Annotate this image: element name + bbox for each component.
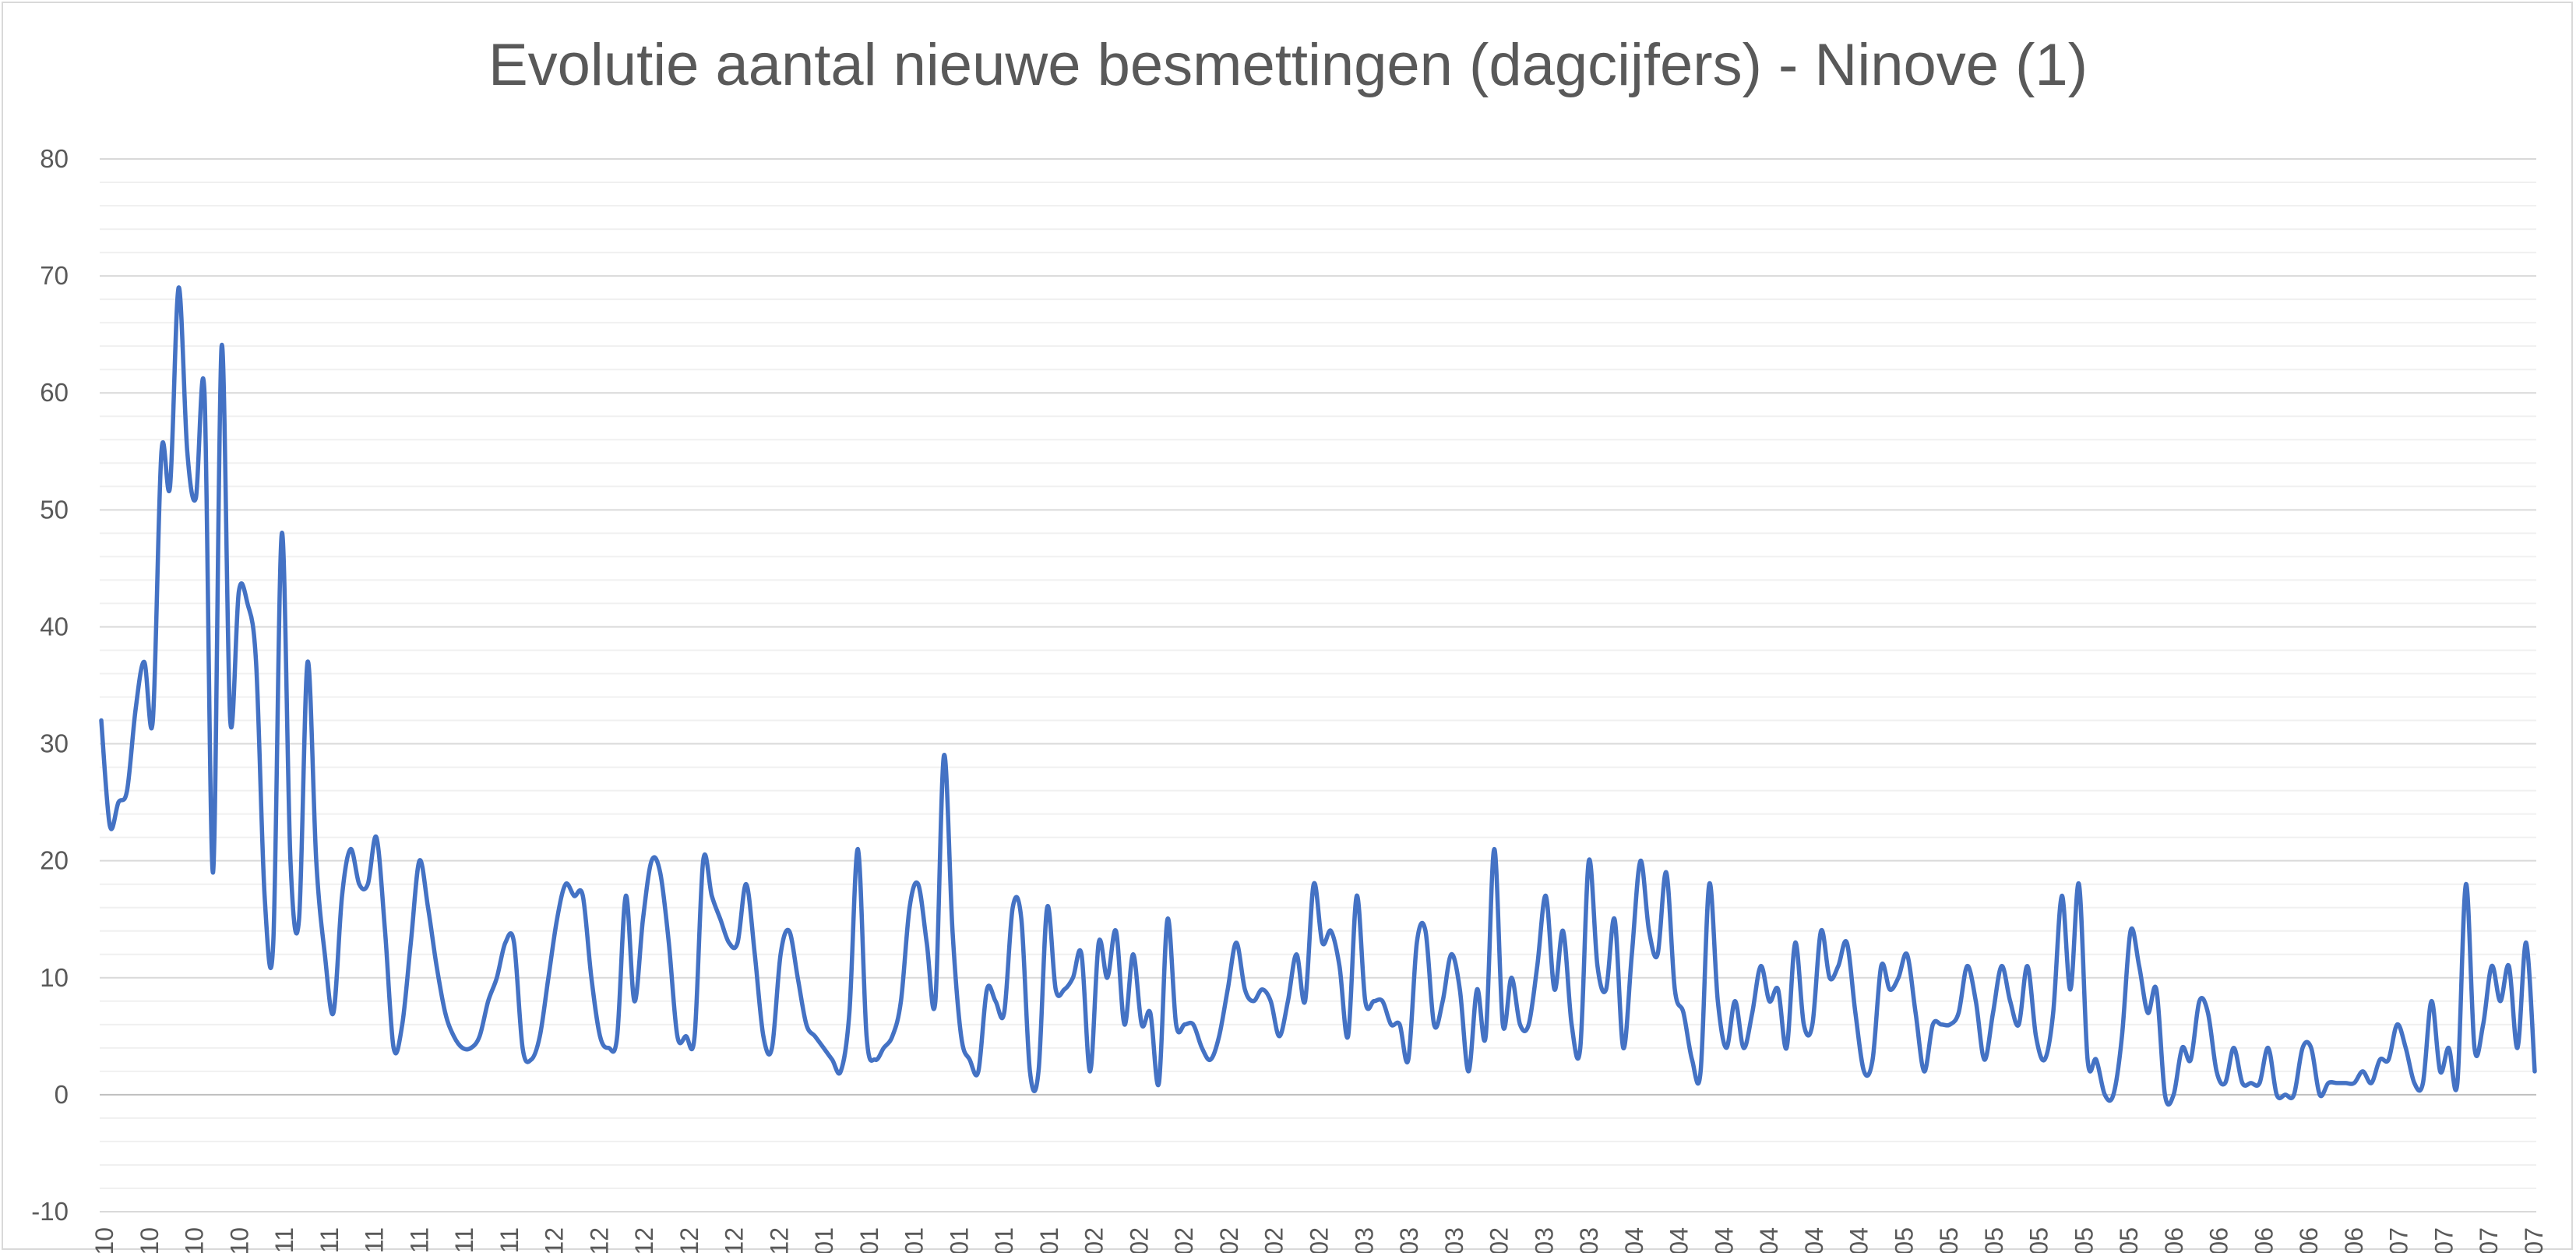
x-tick-label: 29/11 <box>495 1227 523 1253</box>
x-tick-label: 09/07 <box>2430 1227 2458 1253</box>
x-tick-label: 04/11 <box>270 1227 298 1253</box>
x-tick-label: 19/06 <box>2295 1227 2323 1253</box>
x-tick-label: 16/07 <box>2475 1227 2503 1253</box>
x-tick-label: 19/12 <box>675 1227 703 1253</box>
x-tick-label: 18/01 <box>945 1227 973 1253</box>
x-tick-label: 17/02 <box>1215 1227 1243 1253</box>
x-tick-label: 25/03 <box>1530 1227 1558 1253</box>
series-layer <box>99 285 2537 1107</box>
x-tick-label: 23/01 <box>990 1227 1018 1253</box>
x-tick-label: 08/01 <box>855 1227 883 1253</box>
x-tick-label: 03/01 <box>810 1227 838 1253</box>
x-tick-label: 19/11 <box>405 1227 433 1253</box>
x-tick-label: 24/06 <box>2340 1227 2368 1253</box>
x-tick-label: 04/03 <box>1350 1227 1378 1253</box>
x-tick-label: 12/02 <box>1170 1227 1198 1253</box>
x-tick-label: 15/10 <box>90 1227 118 1253</box>
series-line <box>99 285 2537 1107</box>
x-tick-label: 14/11 <box>361 1227 389 1253</box>
x-tick-label: 10/05 <box>1935 1227 1963 1253</box>
x-tick-label: 07/02 <box>1125 1227 1153 1253</box>
x-tick-label: 04/12 <box>541 1227 569 1253</box>
y-tick-label: 40 <box>40 612 69 641</box>
x-axis-tick-labels: 15/10 20/10 25/10 30/10 04/11 09/11 14/11 19/11… <box>90 1227 2548 1253</box>
x-tick-label: 30/05 <box>2115 1227 2143 1253</box>
x-tick-label: 25/05 <box>2070 1227 2098 1253</box>
y-axis-tick-labels: -10 0 10 20 30 40 50 60 70 80 <box>31 144 69 1226</box>
x-tick-label: 20/10 <box>136 1227 164 1253</box>
x-tick-label: 10/04 <box>1665 1227 1693 1253</box>
x-tick-label: 14/03 <box>1440 1227 1468 1253</box>
x-tick-label: 04/06 <box>2160 1227 2188 1253</box>
x-tick-label: 30/04 <box>1845 1227 1873 1253</box>
x-tick-label: 28/01 <box>1035 1227 1063 1253</box>
x-tick-label: 27/02 <box>1306 1227 1334 1253</box>
minor-gridlines <box>100 182 2536 1189</box>
x-tick-label: 20/04 <box>1755 1227 1783 1253</box>
y-tick-label: 80 <box>40 144 69 173</box>
x-tick-label: 25/04 <box>1800 1227 1828 1253</box>
x-tick-label: 14/12 <box>630 1227 658 1253</box>
major-gridlines <box>100 158 2536 1212</box>
y-tick-label: 70 <box>40 261 69 290</box>
x-tick-label: 14/06 <box>2250 1227 2278 1253</box>
x-tick-label: 29/12 <box>765 1227 793 1253</box>
x-tick-label: 13/01 <box>900 1227 929 1253</box>
x-tick-label: 09/03 <box>1395 1227 1423 1253</box>
x-tick-label: 02/02 <box>1080 1227 1108 1253</box>
x-tick-label: 24/12 <box>721 1227 749 1253</box>
y-tick-label: 30 <box>40 729 69 758</box>
x-tick-label: 24/07 <box>2520 1227 2548 1253</box>
x-tick-label: 24/11 <box>450 1227 478 1253</box>
y-tick-label: 10 <box>40 963 69 992</box>
x-tick-label: 22/02 <box>1260 1227 1288 1253</box>
x-tick-label: 19/02 <box>1485 1227 1514 1253</box>
x-tick-label: 30/10 <box>225 1227 253 1253</box>
y-tick-label: 50 <box>40 495 69 524</box>
y-tick-label: 0 <box>55 1080 69 1109</box>
x-tick-label: 05/05 <box>1890 1227 1918 1253</box>
x-tick-label: 05/04 <box>1620 1227 1648 1253</box>
x-tick-label: 31/03 <box>1575 1227 1603 1253</box>
y-tick-label: -10 <box>31 1197 69 1226</box>
y-tick-label: 20 <box>40 846 69 875</box>
chart-title: Evolutie aantal nieuwe besmettingen (dag… <box>488 32 2088 98</box>
x-tick-label: 15/04 <box>1710 1227 1738 1253</box>
x-tick-label: 15/05 <box>1980 1227 2008 1253</box>
x-tick-label: 09/12 <box>585 1227 613 1253</box>
y-tick-label: 60 <box>40 378 69 407</box>
x-tick-label: 25/10 <box>181 1227 209 1253</box>
x-tick-label: 09/11 <box>315 1227 344 1253</box>
x-tick-label: 01/07 <box>2385 1227 2413 1253</box>
x-tick-label: 20/05 <box>2025 1227 2053 1253</box>
x-tick-label: 09/06 <box>2205 1227 2233 1253</box>
